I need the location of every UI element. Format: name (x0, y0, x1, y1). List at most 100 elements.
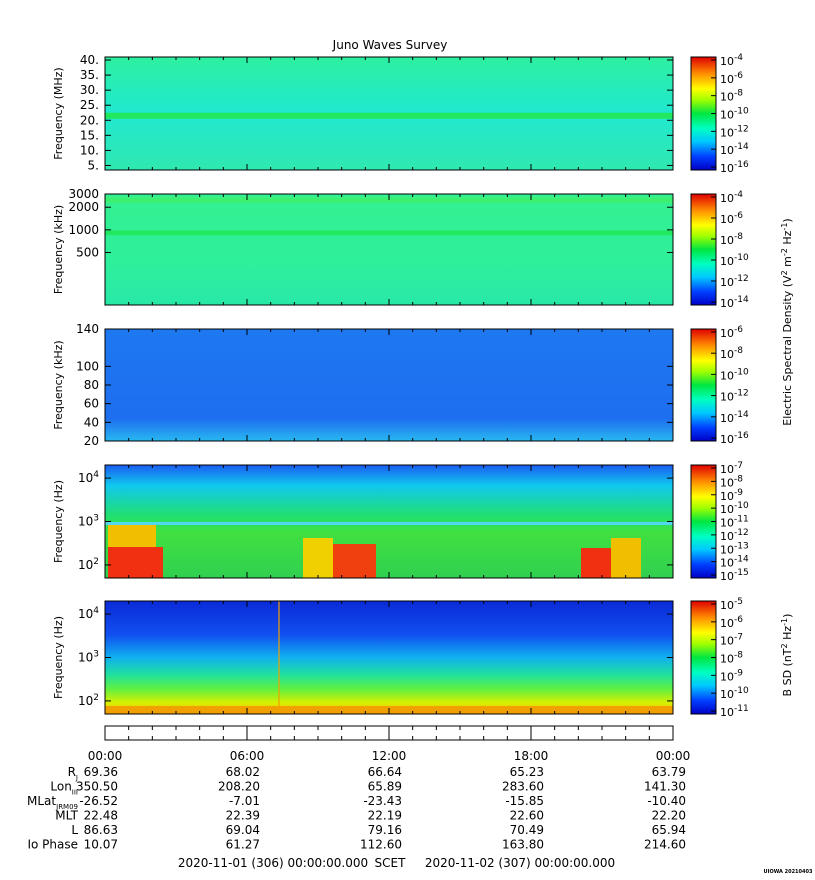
colorbar-tick-label: 10-6 (720, 325, 743, 340)
spectrogram-image (105, 329, 673, 441)
ephemeris-value: -26.52 (79, 794, 118, 808)
colorbar-tick-label: 10-9 (720, 488, 743, 503)
colorbar-tick-label: 10-12 (720, 274, 749, 289)
colorbar: 10-4 10-6 10-8 10-10 10-12 10-14 (690, 190, 749, 310)
colorbar-tick-label: 10-4 (720, 53, 743, 68)
colorbar-tick-label: 10-14 (720, 295, 749, 310)
ephemeris-value: 22.48 (84, 809, 118, 823)
footer-start-time: 2020-11-01 (306) 00:00:00.000 (178, 856, 368, 870)
ephemeris-value: -23.43 (363, 794, 402, 808)
y-tick-label: 2000 (68, 200, 99, 214)
colorbar-tick-label: 10-8 (720, 89, 743, 104)
y-tick-label: 30. (80, 83, 99, 97)
colorbar-tick-label: 10-10 (720, 107, 749, 122)
colorbar-tick-label: 10-6 (720, 71, 743, 86)
ephemeris-value: 63.79 (652, 765, 686, 779)
colorbar-tick-label: 10-12 (720, 124, 749, 139)
y-tick-label: 102 (78, 557, 99, 572)
colorbar-tick-label: 10-14 (720, 555, 749, 570)
colorbar-tick-label: 10-6 (720, 615, 743, 630)
spectrogram-image (105, 194, 673, 305)
ephemeris-value: 283.60 (502, 780, 544, 794)
y-tick-label: 15. (80, 128, 99, 142)
y-tick-label: 104 (78, 606, 99, 621)
colorbar: 10-6 10-8 10-10 10-12 10-14 10-16 (690, 325, 749, 446)
y-tick-label: 35. (80, 68, 99, 82)
y-axis-label: Frequency (Hz) (52, 480, 65, 563)
colorbar-tick-label: 10-9 (720, 668, 743, 683)
y-tick-label: 5. (88, 158, 99, 172)
ephemeris-label: L (71, 823, 78, 837)
ephemeris-value: 208.20 (218, 780, 260, 794)
magnetic-colorbar-label: B SD (nT2 Hz-1) (780, 614, 795, 697)
colorbar-tick-label: 10-10 (720, 686, 749, 701)
footer-scet-label: SCET (375, 856, 407, 870)
y-tick-label: 20. (80, 113, 99, 127)
time-tick-label: 00:00 (656, 749, 691, 763)
ephemeris-value: -10.40 (647, 794, 686, 808)
y-axis-label: Frequency (Hz) (52, 616, 65, 699)
y-tick-label: 20 (84, 434, 99, 448)
ephemeris-label: RJ (68, 765, 78, 782)
y-tick-label: 140 (76, 322, 99, 336)
spectrogram-image (105, 601, 673, 714)
intense-emission-patch (581, 548, 611, 578)
colorbar: 10-4 10-6 10-8 10-10 10-12 10-14 10-16 (690, 53, 749, 175)
ephemeris-value: 86.63 (84, 823, 118, 837)
emission-band (105, 112, 673, 119)
colorbar-gradient (690, 193, 717, 306)
cutoff-line (105, 522, 673, 525)
colorbar: 10-710-810-910-1010-1110-1210-1310-1410-… (690, 461, 749, 583)
time-axis: 00:00 06:00 12:00 18:00 00:00 (88, 725, 691, 763)
footer-end-time: 2020-11-02 (307) 00:00:00.000 (425, 856, 615, 870)
panel-1: 40.35.30.25.20.15.10.5. Frequency (MHz) 10… (52, 53, 749, 175)
y-axis-label: Frequency (kHz) (52, 340, 65, 429)
ephemeris-value: -15.85 (505, 794, 544, 808)
colorbar-tick-label: 10-10 (720, 367, 749, 382)
ephemeris-value: 112.60 (360, 838, 402, 852)
y-tick-label: 103 (78, 650, 99, 665)
y-tick-label: 1000 (68, 223, 99, 237)
colorbar-tick-label: 10-5 (720, 597, 743, 612)
ephemeris-value: 65.94 (652, 823, 686, 837)
colorbar-tick-label: 10-7 (720, 633, 743, 648)
time-tick-label: 12:00 (372, 749, 407, 763)
ephemeris-value: 10.07 (84, 838, 118, 852)
colorbar-tick-label: 10-13 (720, 541, 749, 556)
colorbar-tick-label: 10-12 (720, 389, 749, 404)
ephemeris-value: 70.49 (510, 823, 544, 837)
time-tick-label: 00:00 (88, 749, 123, 763)
y-tick-label: 104 (78, 470, 99, 485)
ephemeris-label: MLatJRM09 (27, 794, 78, 811)
ephemeris-value: 163.80 (502, 838, 544, 852)
colorbar: 10-5 10-6 10-7 10-8 10-9 10-10 10-11 (690, 597, 749, 719)
emission-patch (611, 538, 641, 578)
colorbar-tick-label: 10-14 (720, 410, 749, 425)
colorbar-tick-label: 10-7 (720, 461, 743, 476)
colorbar-tick-label: 10-10 (720, 253, 749, 268)
emission-patch (108, 523, 156, 547)
ephemeris-value: 22.60 (510, 809, 544, 823)
ephemeris-value: -7.01 (229, 794, 260, 808)
y-tick-label: 100 (76, 359, 99, 373)
ephemeris-label: Io Phase (27, 838, 78, 852)
colorbar-tick-label: 10-8 (720, 651, 743, 666)
time-tick-label: 18:00 (514, 749, 549, 763)
colorbar-tick-label: 10-8 (720, 474, 743, 489)
y-tick-label: 25. (80, 98, 99, 112)
ephemeris-value: 69.04 (226, 823, 260, 837)
colorbar-tick-label: 10-12 (720, 528, 749, 543)
ephemeris-label: LonIII (50, 780, 78, 797)
emission-band (105, 197, 673, 203)
colorbar-tick-label: 10-8 (720, 346, 743, 361)
colorbar-tick-label: 10-6 (720, 211, 743, 226)
footer: 2020-11-01 (306) 00:00:00.000 SCET 2020-… (178, 856, 813, 875)
colorbar-tick-label: 10-16 (720, 160, 749, 175)
colorbar-tick-label: 10-4 (720, 190, 743, 205)
ephemeris-value: 214.60 (644, 838, 686, 852)
ephemeris-value: 68.02 (226, 765, 260, 779)
colorbar-tick-label: 10-10 (720, 501, 749, 516)
